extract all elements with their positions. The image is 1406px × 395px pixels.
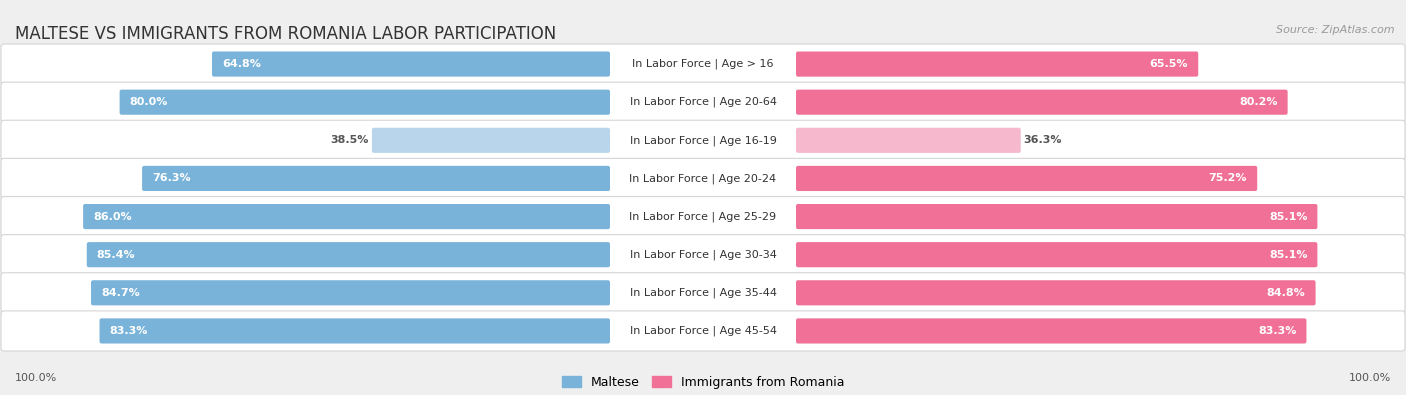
Text: 76.3%: 76.3% xyxy=(152,173,191,183)
Text: 83.3%: 83.3% xyxy=(110,326,148,336)
FancyBboxPatch shape xyxy=(1,273,1405,313)
Text: In Labor Force | Age > 16: In Labor Force | Age > 16 xyxy=(633,59,773,69)
FancyBboxPatch shape xyxy=(1,120,1405,160)
FancyBboxPatch shape xyxy=(373,128,610,153)
FancyBboxPatch shape xyxy=(100,318,610,344)
FancyBboxPatch shape xyxy=(796,280,1316,305)
FancyBboxPatch shape xyxy=(796,318,1306,344)
Text: 75.2%: 75.2% xyxy=(1209,173,1247,183)
Text: In Labor Force | Age 20-64: In Labor Force | Age 20-64 xyxy=(630,97,776,107)
Text: In Labor Force | Age 20-24: In Labor Force | Age 20-24 xyxy=(630,173,776,184)
Text: 80.2%: 80.2% xyxy=(1239,97,1278,107)
FancyBboxPatch shape xyxy=(1,44,1405,84)
FancyBboxPatch shape xyxy=(91,280,610,305)
Text: In Labor Force | Age 16-19: In Labor Force | Age 16-19 xyxy=(630,135,776,146)
FancyBboxPatch shape xyxy=(796,128,1021,153)
Text: 38.5%: 38.5% xyxy=(330,135,368,145)
Text: 65.5%: 65.5% xyxy=(1150,59,1188,69)
Text: 36.3%: 36.3% xyxy=(1024,135,1062,145)
Text: 100.0%: 100.0% xyxy=(1348,373,1391,383)
FancyBboxPatch shape xyxy=(1,235,1405,275)
Text: 84.7%: 84.7% xyxy=(101,288,139,298)
FancyBboxPatch shape xyxy=(796,90,1288,115)
Text: In Labor Force | Age 35-44: In Labor Force | Age 35-44 xyxy=(630,288,776,298)
FancyBboxPatch shape xyxy=(212,51,610,77)
FancyBboxPatch shape xyxy=(1,196,1405,237)
FancyBboxPatch shape xyxy=(120,90,610,115)
Text: 100.0%: 100.0% xyxy=(15,373,58,383)
FancyBboxPatch shape xyxy=(1,311,1405,351)
FancyBboxPatch shape xyxy=(796,51,1198,77)
FancyBboxPatch shape xyxy=(796,204,1317,229)
Text: 64.8%: 64.8% xyxy=(222,59,262,69)
Text: 85.4%: 85.4% xyxy=(97,250,135,260)
Text: In Labor Force | Age 25-29: In Labor Force | Age 25-29 xyxy=(630,211,776,222)
Text: 85.1%: 85.1% xyxy=(1268,250,1308,260)
FancyBboxPatch shape xyxy=(796,242,1317,267)
Text: 85.1%: 85.1% xyxy=(1268,212,1308,222)
Text: 86.0%: 86.0% xyxy=(93,212,132,222)
Text: In Labor Force | Age 45-54: In Labor Force | Age 45-54 xyxy=(630,326,776,336)
Text: 83.3%: 83.3% xyxy=(1258,326,1296,336)
Text: Source: ZipAtlas.com: Source: ZipAtlas.com xyxy=(1277,25,1395,35)
FancyBboxPatch shape xyxy=(142,166,610,191)
FancyBboxPatch shape xyxy=(87,242,610,267)
Legend: Maltese, Immigrants from Romania: Maltese, Immigrants from Romania xyxy=(562,376,844,389)
FancyBboxPatch shape xyxy=(796,166,1257,191)
Text: 84.8%: 84.8% xyxy=(1267,288,1306,298)
Text: MALTESE VS IMMIGRANTS FROM ROMANIA LABOR PARTICIPATION: MALTESE VS IMMIGRANTS FROM ROMANIA LABOR… xyxy=(15,25,557,43)
Text: 80.0%: 80.0% xyxy=(129,97,167,107)
FancyBboxPatch shape xyxy=(83,204,610,229)
Text: In Labor Force | Age 30-34: In Labor Force | Age 30-34 xyxy=(630,249,776,260)
FancyBboxPatch shape xyxy=(1,82,1405,122)
FancyBboxPatch shape xyxy=(1,158,1405,199)
